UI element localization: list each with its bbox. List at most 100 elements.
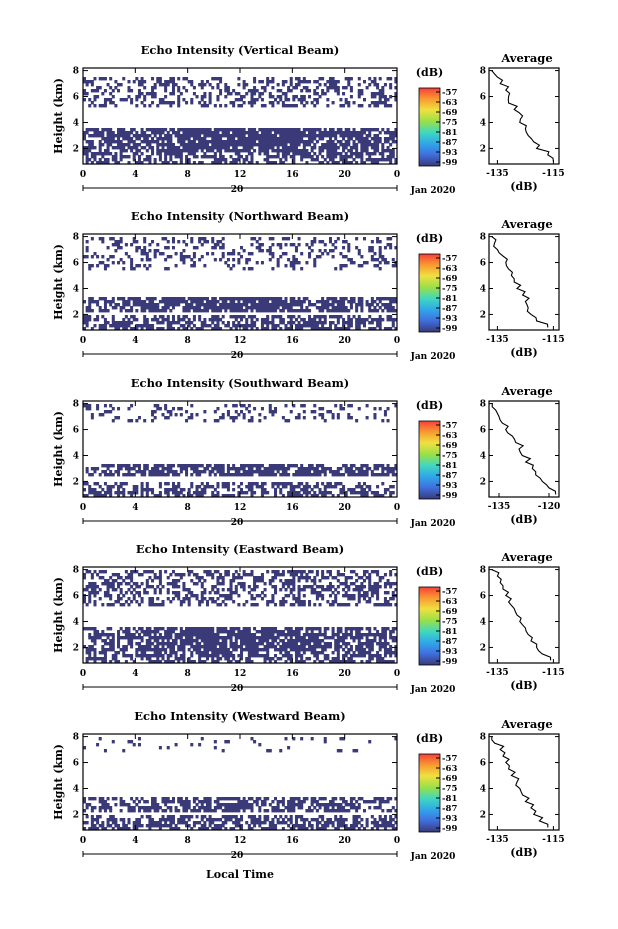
echo-cell — [164, 137, 168, 141]
echo-cell — [200, 582, 204, 586]
echo-cell — [179, 300, 183, 304]
echo-cell — [331, 300, 335, 304]
echo-cell — [310, 467, 314, 471]
echo-cell — [211, 327, 215, 331]
echo-cell — [177, 104, 181, 108]
echo-cell — [274, 306, 278, 310]
echo-cell — [391, 636, 395, 640]
echo-cell — [284, 645, 288, 649]
echo-cell — [240, 636, 244, 640]
echo-cell — [232, 627, 236, 631]
echo-cell — [109, 152, 113, 156]
echo-cell — [213, 648, 217, 652]
echo-cell — [376, 161, 380, 165]
echo-cell — [297, 303, 301, 307]
echo-cell — [98, 134, 102, 138]
echo-cell — [347, 140, 351, 144]
echo-cell — [195, 327, 199, 331]
echo-cell — [297, 491, 301, 495]
echo-cell — [347, 404, 351, 408]
echo-cell — [355, 131, 359, 135]
echo-cell — [198, 470, 202, 474]
echo-cell — [386, 243, 390, 247]
echo-cell — [237, 104, 241, 108]
echo-cell — [221, 600, 225, 604]
echo-cell — [130, 585, 134, 589]
echo-cell — [109, 303, 113, 307]
echo-cell — [85, 315, 89, 319]
echo-cell — [130, 267, 134, 271]
echo-cell — [216, 630, 220, 634]
echo-cell — [302, 321, 306, 325]
echo-cell — [378, 321, 382, 325]
echo-cell — [349, 155, 353, 159]
echo-cell — [253, 315, 257, 319]
echo-cell — [271, 143, 275, 147]
echo-cell — [391, 318, 395, 322]
echo-cell — [289, 410, 293, 414]
echo-cell — [237, 140, 241, 144]
echo-cell — [321, 77, 325, 81]
echo-cell — [386, 104, 390, 108]
echo-cell — [263, 645, 267, 649]
echo-cell — [260, 494, 264, 498]
echo-cell — [376, 633, 380, 637]
echo-cell — [276, 83, 280, 87]
echo-cell — [255, 470, 259, 474]
echo-cell — [342, 149, 346, 153]
echo-cell — [279, 315, 283, 319]
echo-cell — [357, 627, 361, 631]
echo-cell — [132, 140, 136, 144]
echo-cell — [174, 470, 178, 474]
echo-cell — [360, 131, 364, 135]
echo-cell — [192, 648, 196, 652]
echo-cell — [140, 654, 144, 658]
echo-cell — [96, 152, 100, 156]
echo-cell — [140, 306, 144, 310]
echo-cell — [258, 243, 262, 247]
echo-cell — [205, 600, 209, 604]
echo-cell — [242, 627, 246, 631]
echo-cell — [182, 651, 186, 655]
echo-cell — [153, 636, 157, 640]
echo-cell — [334, 86, 338, 90]
echo-cell — [331, 249, 335, 253]
echo-cell — [323, 146, 327, 150]
echo-cell — [137, 297, 141, 301]
echo-cell — [203, 152, 207, 156]
echo-cell — [394, 636, 398, 640]
echo-cell — [182, 77, 186, 81]
echo-cell — [195, 494, 199, 498]
echo-cell — [200, 639, 204, 643]
echo-cell — [103, 140, 107, 144]
echo-cell — [93, 300, 97, 304]
echo-cell — [132, 473, 136, 477]
echo-cell — [289, 636, 293, 640]
echo-cell — [360, 149, 364, 153]
echo-cell — [221, 467, 225, 471]
echo-cell — [318, 627, 322, 631]
echo-cell — [250, 128, 254, 132]
echo-cell — [357, 407, 361, 411]
echo-cell — [323, 92, 327, 96]
echo-cell — [250, 467, 254, 471]
echo-cell — [132, 237, 136, 241]
echo-cell — [114, 482, 118, 486]
echo-cell — [232, 324, 236, 328]
echo-cell — [263, 318, 267, 322]
echo-cell — [274, 473, 278, 477]
echo-cell — [200, 660, 204, 664]
echo-cell — [284, 300, 288, 304]
echo-cell — [360, 494, 364, 498]
echo-cell — [313, 104, 317, 108]
echo-cell — [386, 303, 390, 307]
echo-cell — [284, 482, 288, 486]
echo-cell — [137, 95, 141, 99]
echo-cell — [156, 597, 160, 601]
echo-cell — [179, 149, 183, 153]
echo-cell — [271, 594, 275, 598]
echo-cell — [352, 660, 356, 664]
echo-cell — [117, 642, 121, 646]
echo-cell — [190, 83, 194, 87]
echo-cell — [127, 633, 131, 637]
